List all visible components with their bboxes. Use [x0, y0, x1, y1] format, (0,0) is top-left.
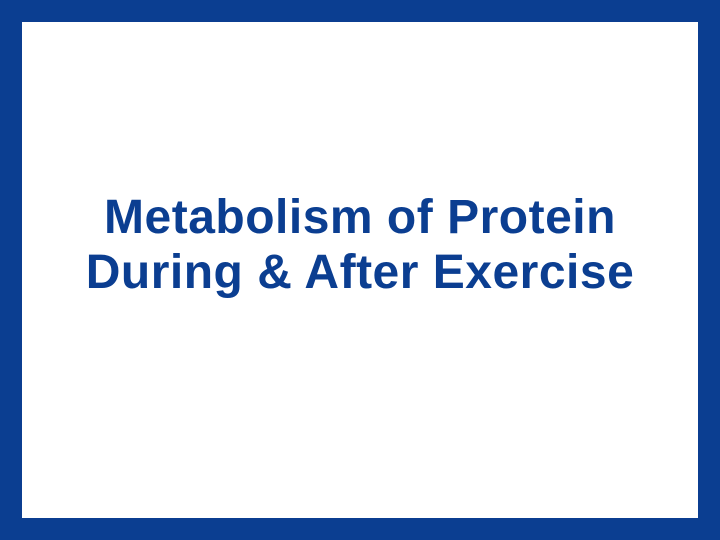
title-line-1: Metabolism of Protein: [86, 190, 635, 245]
title-line-2: During & After Exercise: [86, 245, 635, 300]
slide-inner: Metabolism of Protein During & After Exe…: [22, 22, 698, 518]
slide-container: Metabolism of Protein During & After Exe…: [0, 0, 720, 540]
title-block: Metabolism of Protein During & After Exe…: [86, 190, 635, 300]
